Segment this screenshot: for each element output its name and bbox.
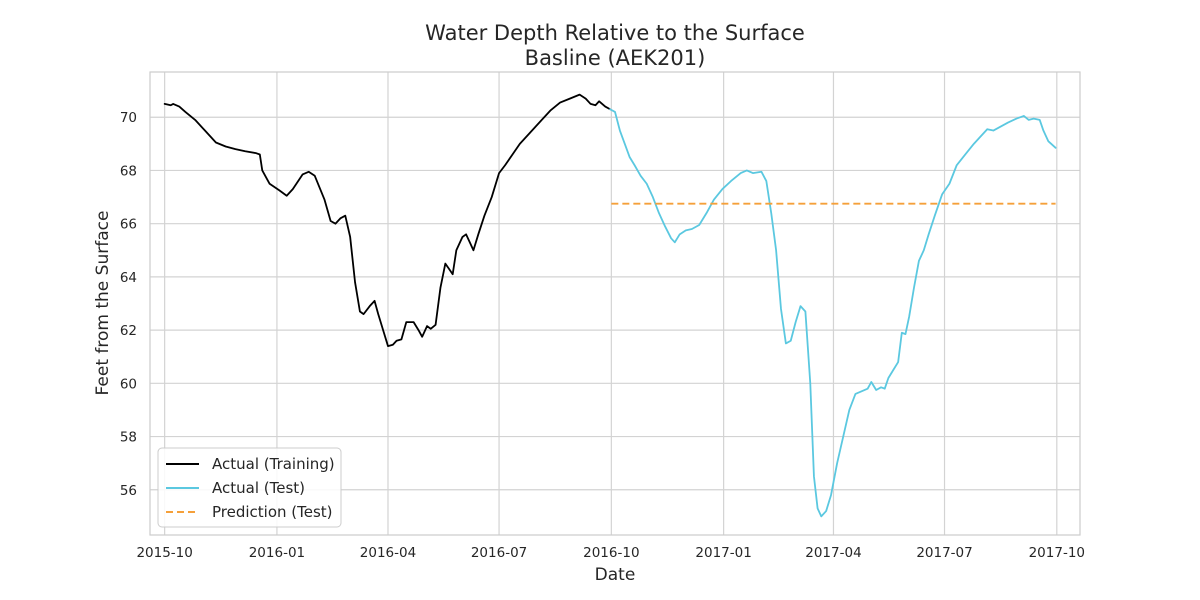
- legend-label-0: Actual (Training): [212, 455, 335, 473]
- y-tick-label: 60: [120, 376, 137, 392]
- grid: [150, 72, 1080, 535]
- chart-title: Water Depth Relative to the Surface: [425, 21, 805, 45]
- x-tick-label: 2016-01: [249, 545, 305, 561]
- y-axis-label: Feet from the Surface: [93, 211, 113, 396]
- y-tick-label: 62: [120, 323, 137, 339]
- x-tick-label: 2016-04: [360, 545, 416, 561]
- x-tick-label: 2016-07: [471, 545, 527, 561]
- y-tick-label: 56: [120, 483, 137, 499]
- legend-label-1: Actual (Test): [212, 479, 305, 497]
- x-axis-label: Date: [595, 565, 636, 585]
- series-layer: [163, 93, 1057, 518]
- series-line-0: [163, 93, 612, 347]
- y-tick-label: 70: [120, 110, 137, 126]
- legend-items: Actual (Training) Actual (Test) Prediction…: [166, 455, 335, 521]
- series-line-1: [609, 108, 1057, 518]
- y-tick-label: 58: [120, 430, 137, 446]
- legend: Actual (Training) Actual (Test) Prediction…: [157, 447, 342, 528]
- chart-subtitle: Basline (AEK201): [525, 46, 706, 70]
- x-tick-label: 2017-10: [1029, 545, 1085, 561]
- x-tick-label: 2015-10: [136, 545, 192, 561]
- legend-box: [157, 447, 342, 528]
- y-tick-label: 64: [120, 270, 137, 286]
- y-tick-label: 68: [120, 163, 137, 179]
- x-tick-label: 2017-01: [695, 545, 751, 561]
- plot-frame: [149, 71, 1081, 536]
- x-tick-label: 2017-04: [805, 545, 861, 561]
- x-tick-label: 2017-07: [916, 545, 972, 561]
- legend-label-2: Prediction (Test): [212, 503, 333, 521]
- y-tick-label: 66: [120, 217, 137, 233]
- x-tick-label: 2016-10: [583, 545, 639, 561]
- tick-labels: 2015-10 2016-01 2016-04 2016-07 2016-10 2017-…: [120, 110, 1085, 561]
